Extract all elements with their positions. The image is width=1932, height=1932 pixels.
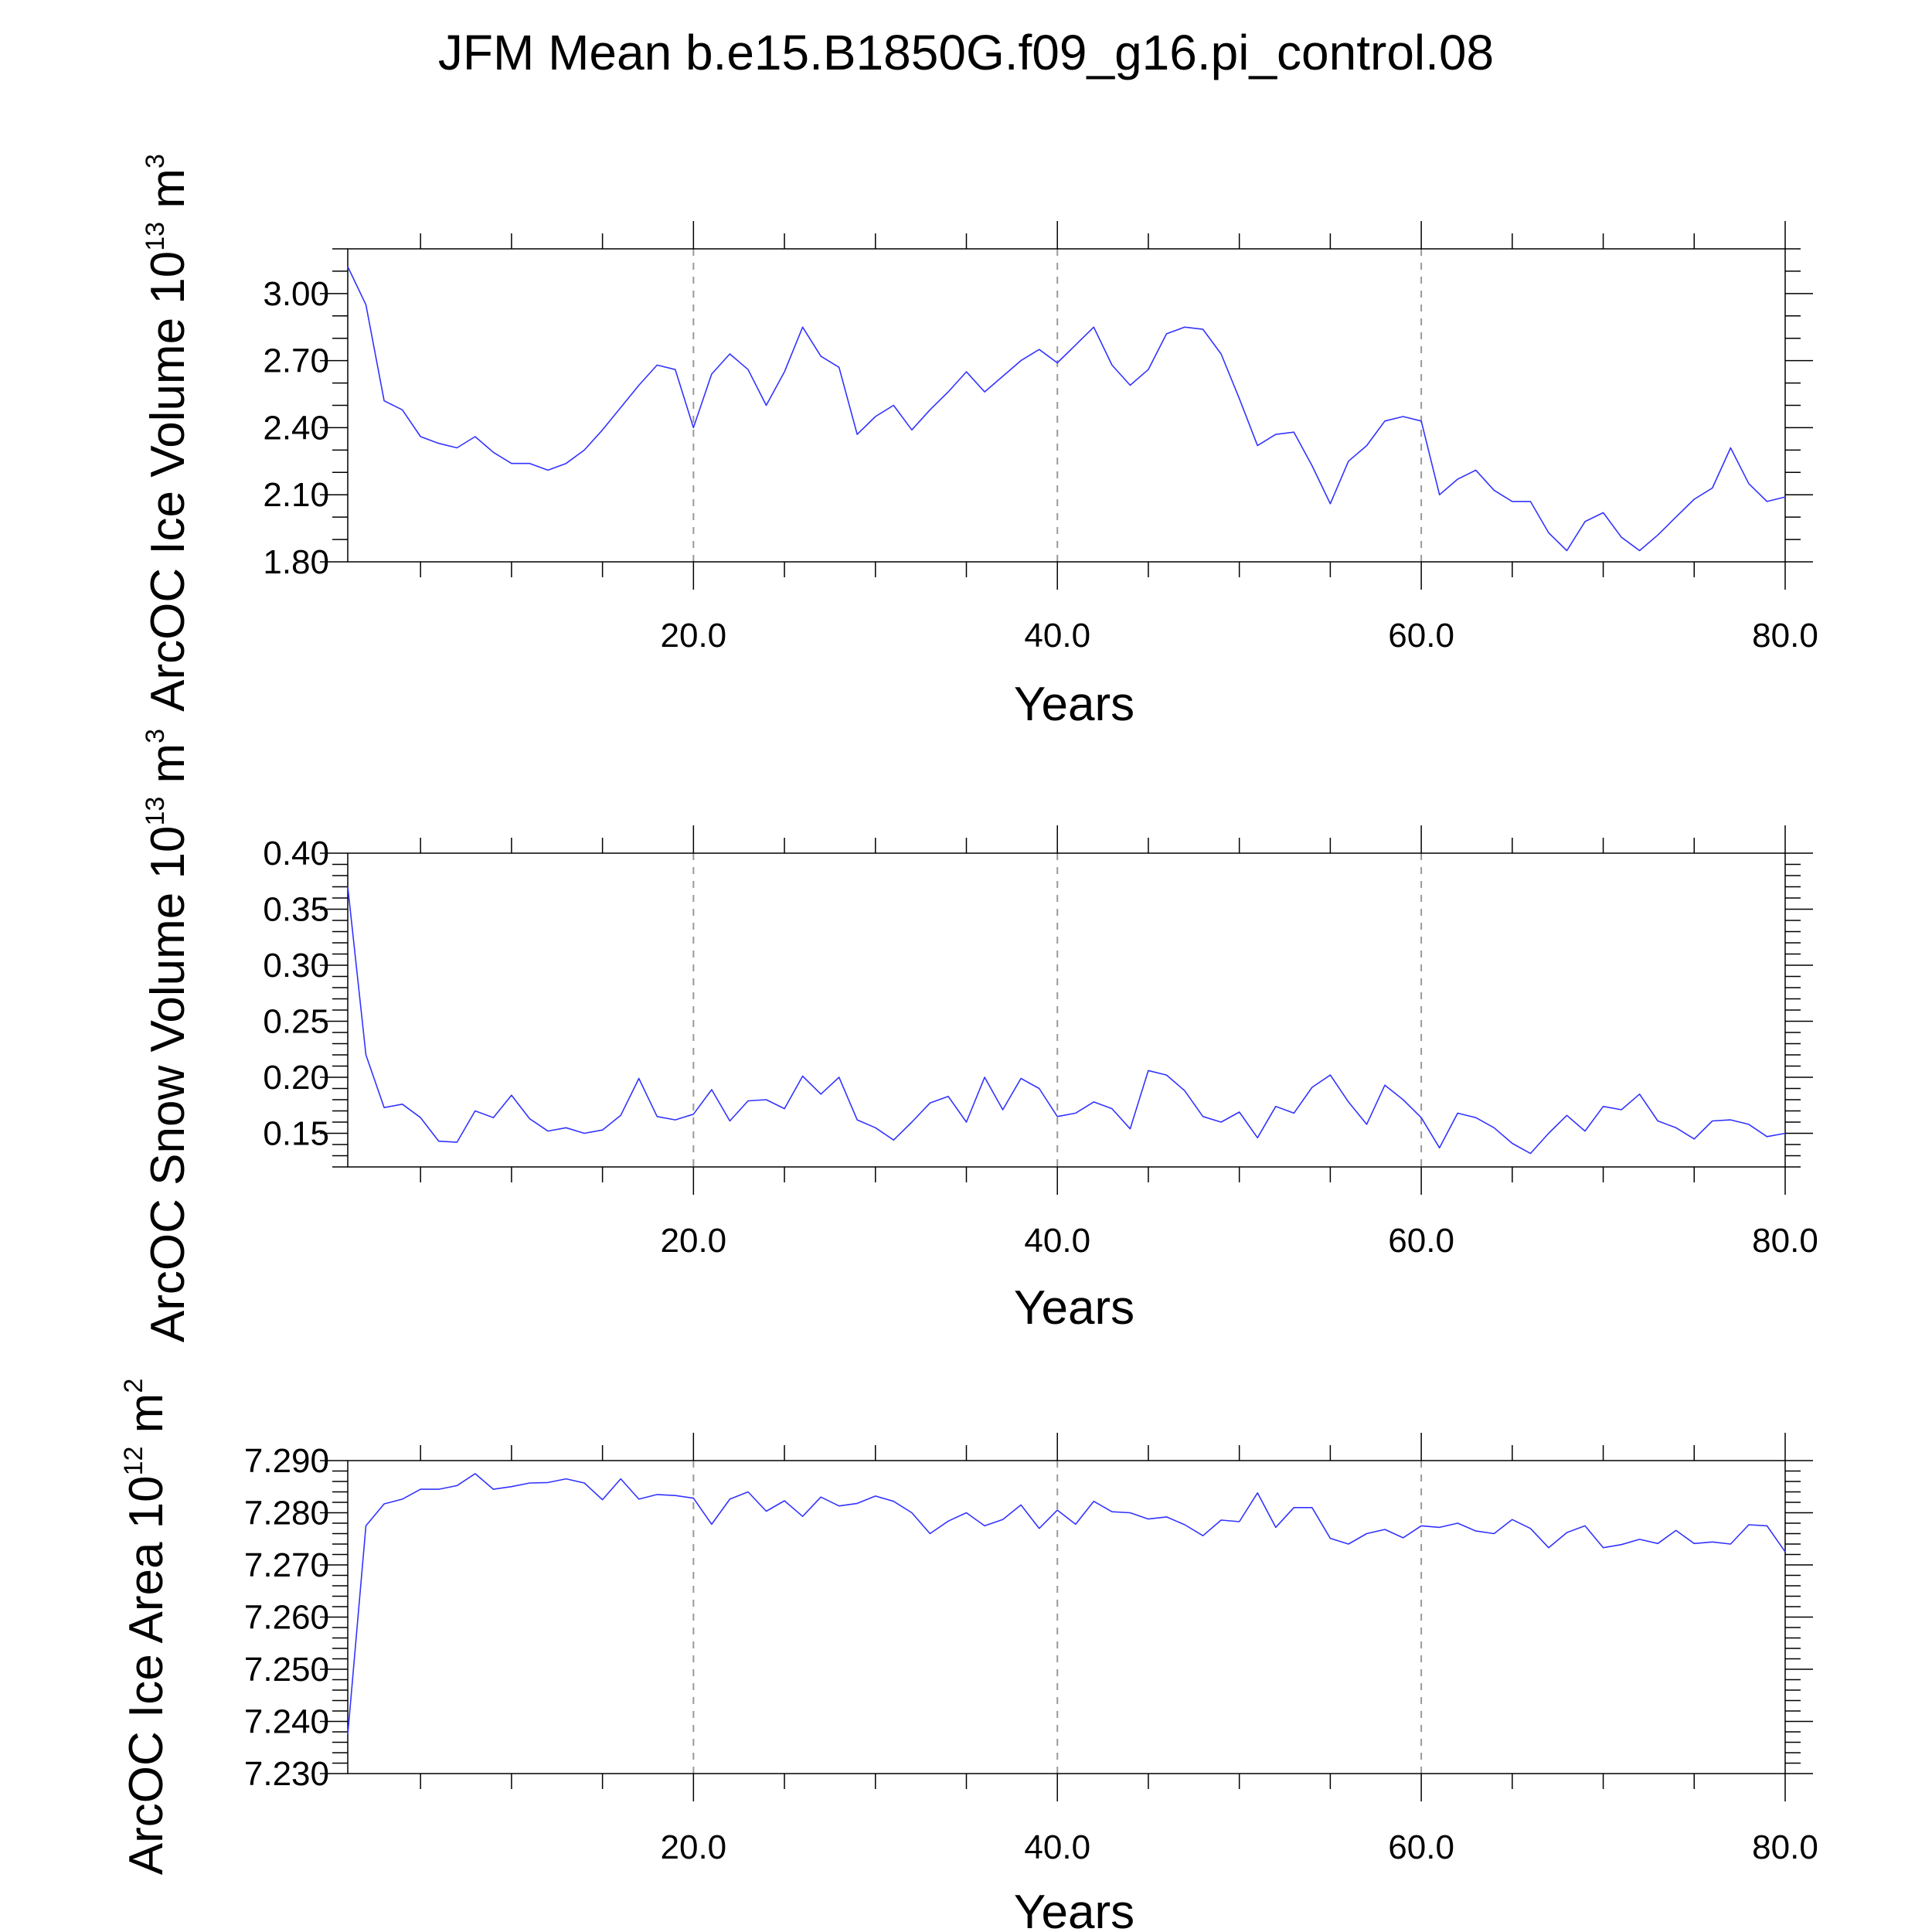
y-tick-label: 7.290 [244, 1442, 329, 1480]
y-axis-title-text: ArcOC Snow Volume 10 [141, 826, 195, 1343]
series-line-1 [347, 266, 1786, 552]
y-tick-label: 1.80 [263, 543, 329, 581]
series-line-2 [347, 886, 1786, 1155]
y-axis-title-superscript: 12 [119, 1447, 148, 1476]
x-tick-label: 20.0 [661, 1828, 727, 1866]
x-tick-label: 80.0 [1752, 1222, 1818, 1260]
y-tick-label: 2.70 [263, 342, 329, 380]
y-tick-label: 0.40 [263, 835, 329, 872]
series-line-3 [347, 1473, 1786, 1735]
y-tick-label: 7.250 [244, 1651, 329, 1689]
y-axis-title-superscript: 2 [119, 1379, 148, 1393]
y-axis-title-superscript: 13 [141, 797, 170, 826]
x-tick-label: 80.0 [1752, 1828, 1818, 1866]
plot-frame [347, 852, 1786, 1168]
x-tick-label: 40.0 [1024, 1828, 1090, 1866]
y-tick-label: 0.25 [263, 1003, 329, 1041]
x-tick-label: 60.0 [1388, 1828, 1454, 1866]
y-axis-title-superscript: 3 [141, 154, 170, 168]
x-tick-label: 80.0 [1752, 617, 1818, 655]
y-tick-label: 0.15 [263, 1115, 329, 1153]
y-axis-title: ArcOC Ice Area 1012 m2 [119, 1379, 173, 1876]
y-tick-label: 7.280 [244, 1495, 329, 1532]
y-tick-label: 0.30 [263, 947, 329, 985]
y-tick-label: 7.260 [244, 1599, 329, 1637]
x-tick-label: 20.0 [661, 617, 727, 655]
x-axis-title: Years [1014, 678, 1134, 731]
panel-1: 20.0 40.0 60.0 80.0 1.80 2.10 2.40 2.70 3.00 Year… [141, 154, 1818, 731]
panels: 20.0 40.0 60.0 80.0 1.80 2.10 2.40 2.70 3.00 Year… [119, 154, 1818, 1932]
x-tick-label: 60.0 [1388, 617, 1454, 655]
y-axis-title-text: ArcOC Ice Area 10 [120, 1475, 173, 1875]
y-tick-label: 0.20 [263, 1059, 329, 1097]
y-axis-title-text: m [141, 168, 195, 222]
y-tick-label: 7.240 [244, 1703, 329, 1741]
panel-3: 20.0 40.0 60.0 80.0 7.230 7.240 7.250 7.260 7.27… [119, 1379, 1818, 1932]
y-axis-title: ArcOC Ice Volume 1013 m3 [141, 154, 195, 712]
x-tick-label: 40.0 [1024, 1222, 1090, 1260]
y-tick-label: 7.270 [244, 1546, 329, 1584]
x-tick-label: 60.0 [1388, 1222, 1454, 1260]
plot-frame [347, 248, 1786, 563]
x-tick-label: 20.0 [661, 1222, 727, 1260]
x-axis-title: Years [1014, 1886, 1134, 1932]
y-axis-title-text: ArcOC Ice Volume 10 [141, 251, 195, 712]
plot-frame [347, 1460, 1786, 1774]
y-axis-title-superscript: 3 [141, 729, 170, 743]
y-tick-label: 2.10 [263, 476, 329, 514]
y-axis-title-text: m [141, 743, 195, 797]
y-tick-label: 3.00 [263, 275, 329, 313]
y-axis-title: ArcOC Snow Volume 1013 m3 [141, 729, 195, 1342]
y-tick-label: 0.35 [263, 891, 329, 929]
y-axis-title-text: m [120, 1393, 173, 1447]
y-axis-title-superscript: 13 [141, 222, 170, 251]
panel-2: 20.0 40.0 60.0 80.0 0.15 0.20 0.25 0.30 0.35 0.40… [141, 729, 1818, 1342]
x-tick-label: 40.0 [1024, 617, 1090, 655]
y-tick-label: 2.40 [263, 409, 329, 447]
figure-title: JFM Mean b.e15.B1850G.f09_g16.pi_control… [438, 25, 1494, 80]
x-axis-title: Years [1014, 1281, 1134, 1335]
y-tick-label: 7.230 [244, 1755, 329, 1793]
